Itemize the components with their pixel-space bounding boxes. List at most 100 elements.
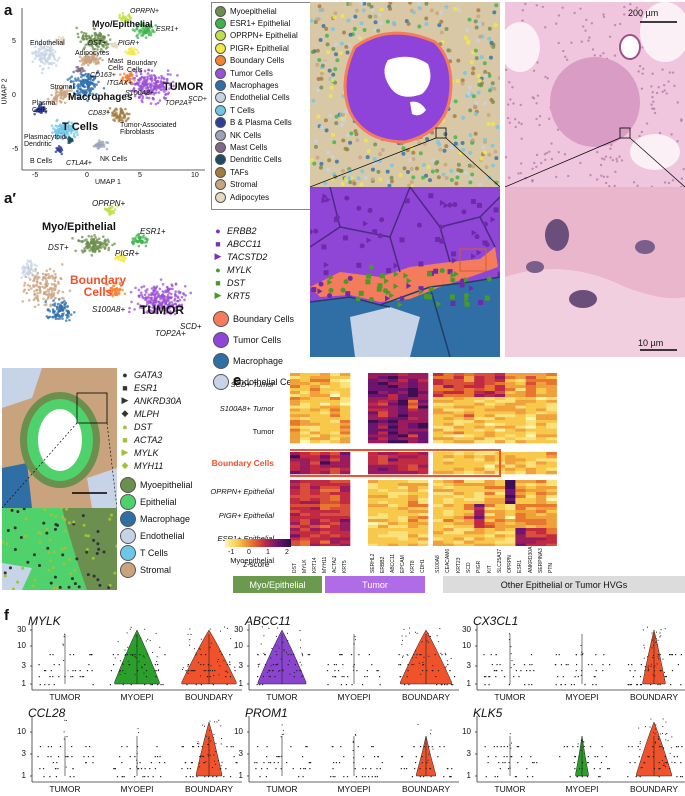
legend-gene-item: ■ ACTA2 — [120, 433, 230, 446]
spatial-d — [2, 368, 117, 508]
a2-label-esr1: ESR1+ — [140, 227, 166, 236]
violin-plot — [30, 716, 242, 783]
legend-a-item: B & Plasma Cells — [215, 117, 310, 129]
legend-cell-label: Epithelial — [140, 496, 177, 507]
legend-a-label: Dendritic Cells — [230, 155, 282, 165]
legend-gene-item: ● ERBB2 — [213, 224, 308, 237]
heatmap-row-label: Tumor — [252, 426, 274, 436]
umap-main — [21, 8, 205, 171]
umap-label-adipo: Adipocytes — [75, 50, 110, 57]
umap-label-top2a: TOP2A+ — [165, 100, 192, 107]
violin-ytick: 10 — [17, 641, 26, 650]
violin-ytick: 1 — [21, 771, 26, 780]
umap-xtick: -5 — [32, 172, 39, 179]
umap-label-plasma: Plasma Cells — [32, 100, 56, 114]
violin-title: MYLK — [28, 614, 61, 628]
umap-ylabel: UMAP 2 — [1, 78, 9, 105]
violin-ytick: 3 — [238, 749, 243, 758]
legend-cell-item: Stromal — [120, 561, 230, 578]
panel-label-a: a — [4, 2, 13, 19]
legend-a-item: Adipocytes — [215, 191, 310, 203]
legend-gene-item: ▶ ANKRD30A — [120, 394, 230, 407]
violin-ytick: 3 — [466, 749, 471, 758]
legend-marker-icon: ▶ — [214, 251, 222, 261]
legend-marker-icon: ◆ — [121, 408, 129, 418]
heatmap-gene-label: ESR1 — [517, 559, 524, 573]
legend-marker-icon: ● — [215, 264, 221, 275]
umap-xtick: 5 — [138, 172, 142, 179]
legend-cell-label: T Cells — [140, 547, 168, 558]
legend-cell-item: T Cells — [120, 544, 230, 561]
violin-plot — [247, 716, 459, 783]
legend-marker-icon: ■ — [215, 238, 221, 249]
legend-gene-label: ESR1 — [134, 382, 158, 393]
umap-label-scd: SCD+ — [188, 96, 207, 103]
legend-cell-label: Endothelial Cells — [233, 376, 301, 387]
heatmap-gene-label: MYLK — [302, 559, 308, 573]
legend-swatch — [215, 55, 226, 67]
legend-marker-icon: ● — [215, 225, 221, 236]
legend-cell-item: Endothelial Cells — [213, 371, 308, 392]
legend-a-item: NK Cells — [215, 129, 310, 141]
legend-swatch — [215, 5, 226, 17]
legend-cell-label: Macrophage — [140, 513, 191, 524]
umap-label-macro: Macrophages — [68, 92, 133, 103]
heatmap-gene-label: PIGR — [476, 560, 483, 573]
umap-label-oprpn: OPRPN+ — [130, 8, 159, 15]
heatmap-gene-label: ANKRD30A — [527, 546, 534, 573]
legend-a-item: PIGR+ Epithelial — [215, 42, 310, 54]
heatmap-gene-label: KRT5 — [342, 560, 348, 573]
umap-label-mast: Mast Cells — [108, 58, 124, 72]
violin-ytick: 1 — [466, 771, 471, 780]
legend-marker-icon: ◆ — [121, 460, 129, 470]
spatial-zoom-b2 — [310, 187, 500, 357]
legend-swatch — [215, 179, 226, 191]
violin-ytick: 3 — [466, 661, 471, 670]
violin-ytick: 30 — [462, 625, 471, 634]
violin-group-label: BOUNDARY — [401, 692, 451, 702]
umap-label-taf: Tumor-Associated Fibroblasts — [120, 122, 177, 136]
legend-b2: ● ERBB2 ■ ABCC11 ▶ TACSTD2 ● MYLK ■ DST ▶ KRT5 Boun… — [213, 224, 308, 392]
legend-marker-icon: ▶ — [121, 447, 129, 457]
umap-ytick: 0 — [12, 92, 16, 99]
umap-label-myo: Myo/Epithelial — [92, 19, 153, 29]
heatmap-gene-label: ACTA2 — [332, 557, 338, 573]
legend-a-label: Stromal — [230, 180, 258, 190]
heatmap-row-label: PIGR+ Epithelial — [218, 511, 274, 520]
violin-plot — [475, 716, 685, 783]
legend-a-item: Stromal — [215, 178, 310, 191]
umap-ytick: 5 — [12, 38, 16, 45]
legend-a-item: OPRPN+ Epithelial — [215, 30, 310, 42]
legend-swatch — [120, 544, 136, 561]
violin-group-label: TUMOR — [494, 692, 526, 702]
violin-group-label: TUMOR — [266, 692, 298, 702]
legend-a-label: T Cells — [230, 105, 255, 115]
legend-swatch — [120, 493, 136, 510]
legend-gene-item: ■ DST — [213, 276, 308, 289]
legend-swatch — [213, 310, 229, 327]
legend-gene-item: ● GATA3 — [120, 368, 230, 381]
legend-swatch — [215, 18, 226, 30]
violin-ytick: 3 — [238, 661, 243, 670]
legend-a-label: Boundary Cells — [230, 56, 285, 66]
a2-label-s100: S100A8+ — [92, 305, 126, 314]
heatmap-row-label: Myoepithelial — [230, 556, 274, 565]
heatmap-row-label: S100A8+ Tumor — [219, 403, 274, 413]
legend-cell-item: Macrophage — [213, 350, 308, 371]
histology-c2 — [505, 187, 685, 357]
legend-gene-item: ▶ MYLK — [120, 446, 230, 459]
legend-swatch — [215, 154, 226, 166]
heatmap-gene-label: KRT14 — [312, 557, 318, 573]
legend-a-item: Endothelial Cells — [215, 92, 310, 104]
violin-ytick: 10 — [234, 641, 243, 650]
heatmap-gene-label: EPCAM — [400, 555, 406, 573]
violin-title: CX3CL1 — [473, 614, 519, 628]
violin-ytick: 3 — [21, 661, 26, 670]
panel-label-f: f — [4, 607, 9, 624]
legend-a-label: Myoepithelial — [230, 6, 277, 16]
heatmap-gene-label: SCD — [465, 562, 472, 573]
legend-a-item: Myoepithelial — [215, 5, 310, 17]
legend-swatch — [215, 191, 226, 203]
legend-a-label: ESR1+ Epithelial — [230, 19, 291, 29]
violin-group-label: TUMOR — [266, 784, 298, 794]
